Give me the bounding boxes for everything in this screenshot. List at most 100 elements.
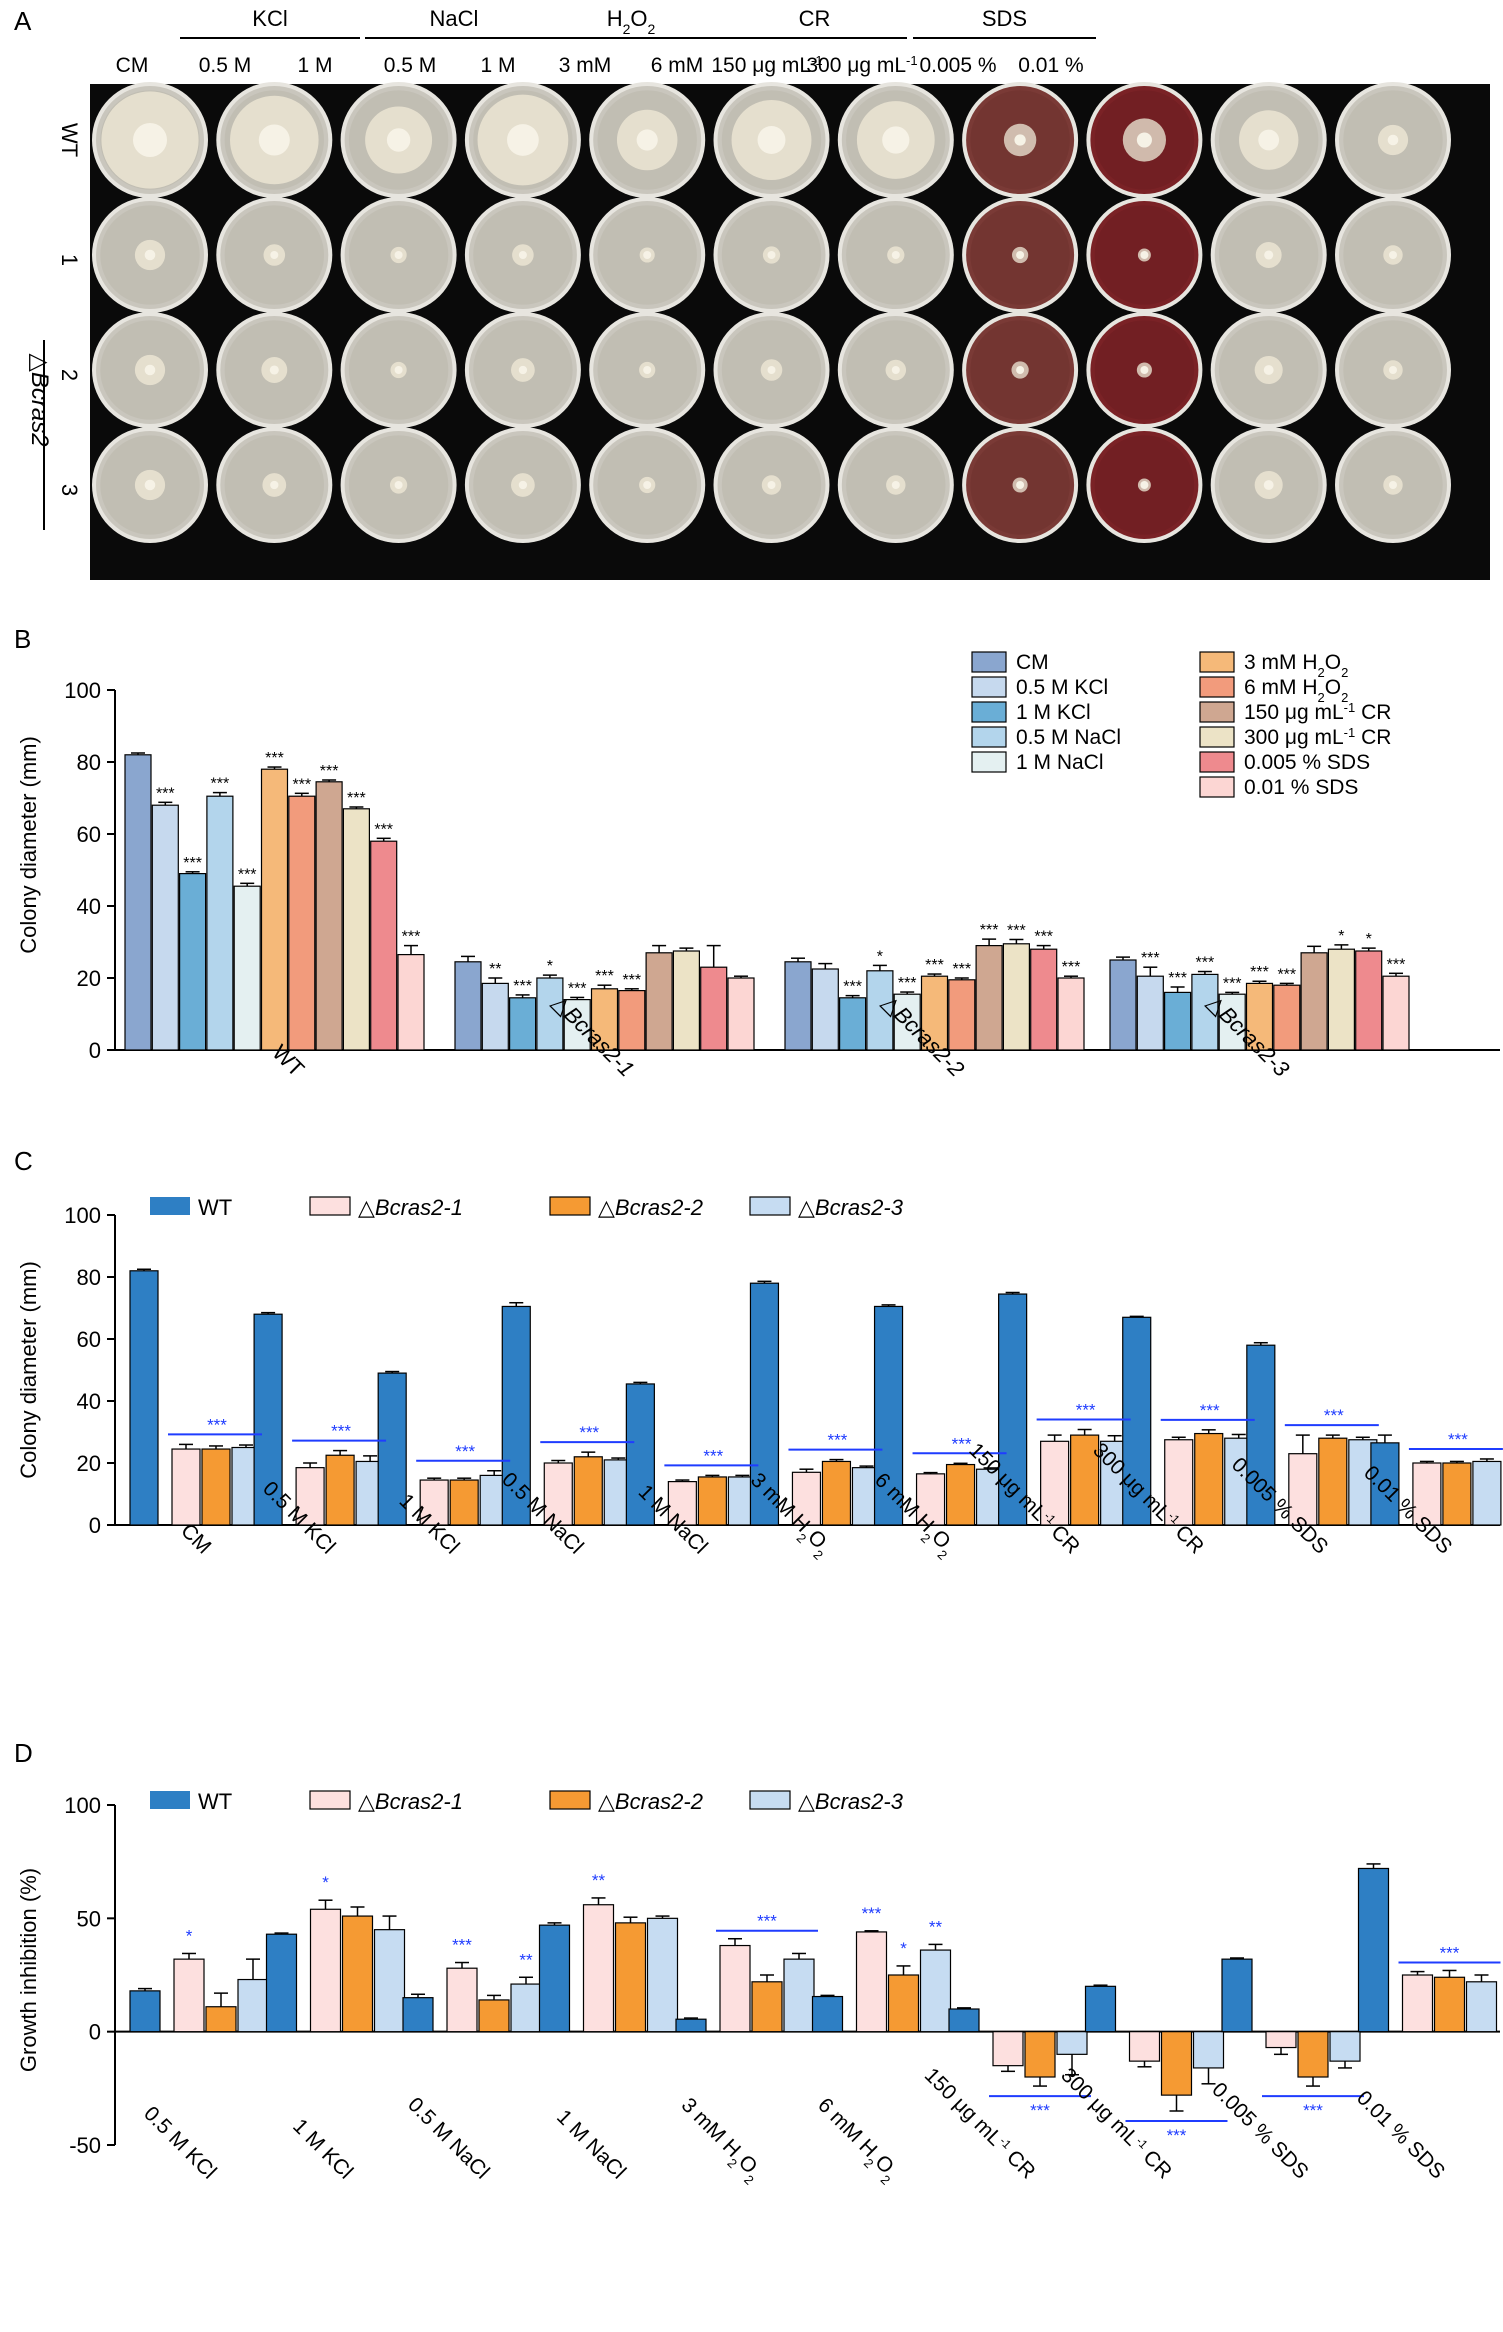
d-bar bbox=[1024, 2031, 1056, 2078]
panel-b-bar bbox=[1057, 977, 1085, 1051]
panel-b-significance: * bbox=[1338, 928, 1344, 945]
panel-b-legend-swatch bbox=[971, 701, 1007, 723]
d-category-label: 0.005 % SDS bbox=[1207, 2078, 1312, 2183]
d-bar bbox=[646, 1917, 679, 2033]
d-bar bbox=[1192, 2031, 1225, 2069]
panel-a-column-label: 0.01 % bbox=[1018, 54, 1083, 77]
panel-b-legend-label: 0.01 % SDS bbox=[1244, 776, 1358, 799]
panel-d-significance: *** bbox=[1303, 2101, 1323, 2120]
panel-b-y-axis-label: Colony diameter (mm) bbox=[16, 736, 41, 954]
c-legend-swatch bbox=[309, 1196, 351, 1216]
c-bar bbox=[697, 1476, 727, 1526]
c-bar bbox=[1164, 1439, 1194, 1526]
d-legend-label: WT bbox=[198, 1789, 232, 1814]
panel-c-significance: *** bbox=[1076, 1401, 1096, 1420]
d-bar bbox=[237, 1978, 269, 2033]
colony-center bbox=[882, 126, 910, 154]
colony-center bbox=[270, 251, 279, 259]
c-y-tick-label: 60 bbox=[77, 1327, 101, 1352]
panel-c-significance: *** bbox=[1324, 1406, 1344, 1425]
d-bar bbox=[919, 1949, 952, 2033]
d-bar bbox=[992, 2031, 1024, 2067]
panel-c-y-axis-label: Colony diameter (mm) bbox=[16, 1261, 41, 1479]
panel-b-bar bbox=[1218, 993, 1246, 1051]
c-legend-swatch bbox=[549, 1196, 591, 1216]
colony-center bbox=[1263, 480, 1274, 490]
panel-b-bar bbox=[1327, 948, 1356, 1051]
panel-a-row-label: 2 bbox=[57, 369, 82, 381]
colony-center bbox=[1140, 481, 1149, 489]
panel-b-legend-label: 1 M KCl bbox=[1016, 701, 1091, 724]
panel-b-significance: *** bbox=[1387, 956, 1406, 973]
colony-center bbox=[1389, 366, 1397, 374]
d-category-label: 0.5 M KCl bbox=[139, 2102, 220, 2183]
colony-center bbox=[643, 481, 652, 489]
colony-center bbox=[270, 480, 279, 490]
panel-b-bar bbox=[784, 961, 812, 1051]
panel-b-significance: *** bbox=[292, 776, 311, 793]
panel-b-significance: *** bbox=[402, 929, 421, 946]
panel-b-bar bbox=[481, 982, 509, 1051]
panel-b-significance: *** bbox=[925, 957, 944, 974]
c-bar bbox=[945, 1463, 976, 1526]
d-legend-swatch bbox=[150, 1791, 190, 1809]
panel-b-significance: *** bbox=[211, 776, 230, 793]
panel-b-bar bbox=[672, 950, 701, 1051]
panel-b-y-tick-label: 80 bbox=[77, 750, 101, 775]
panel-b-significance: *** bbox=[1062, 959, 1081, 976]
d-category-label: 1 M NaCl bbox=[552, 2105, 630, 2183]
panel-b-legend-swatch bbox=[971, 751, 1007, 773]
panel-b-significance: *** bbox=[1250, 964, 1269, 981]
colony-center bbox=[1016, 251, 1025, 259]
panel-a-row-label: 3 bbox=[57, 484, 82, 496]
panel-b-legend-label: 150 μg mL-1 CR bbox=[1244, 700, 1391, 725]
colony-center bbox=[518, 365, 528, 375]
colony-center bbox=[891, 251, 900, 259]
colony-center bbox=[386, 128, 411, 152]
panel-d-y-axis-label: Growth inhibition (%) bbox=[16, 1868, 41, 2072]
panel-b-significance: *** bbox=[980, 922, 999, 939]
colony-center bbox=[144, 479, 156, 491]
panel-a-column-label: 0.5 M bbox=[199, 54, 252, 77]
d-bar bbox=[1084, 1985, 1117, 2033]
panel-b-significance: *** bbox=[898, 975, 917, 992]
panel-a-column-label: 300 μg mL-1 bbox=[806, 53, 917, 78]
d-category-label: 300 μg mL-1 CR bbox=[1056, 2064, 1176, 2184]
panel-a-column-label: 1 M bbox=[480, 54, 515, 77]
d-bar bbox=[719, 1944, 751, 2033]
panel-a-group-label: CR bbox=[799, 6, 831, 31]
panel-d-significance: *** bbox=[757, 1912, 777, 1931]
d-bar bbox=[402, 1997, 434, 2033]
colony-center bbox=[132, 122, 168, 158]
panel-c-significance: *** bbox=[828, 1431, 848, 1450]
panel-b-bar bbox=[151, 804, 179, 1051]
d-bar bbox=[1221, 1958, 1253, 2033]
panel-b-bar bbox=[260, 768, 289, 1051]
panel-b-legend-label: 3 mM H2O2 bbox=[1244, 651, 1348, 680]
panel-b-bar bbox=[618, 989, 646, 1051]
c-bar bbox=[573, 1456, 603, 1526]
c-bar bbox=[1318, 1437, 1348, 1526]
c-legend-label: △Bcras2-1 bbox=[358, 1195, 463, 1220]
d-legend-swatch bbox=[749, 1790, 791, 1810]
d-bar bbox=[309, 1908, 342, 2033]
panel-c-significance: *** bbox=[579, 1423, 599, 1442]
panel-a-column-label: CM bbox=[116, 54, 149, 77]
panel-b-significance: *** bbox=[183, 855, 202, 872]
d-bar bbox=[265, 1933, 298, 2033]
d-bar bbox=[446, 1967, 478, 2033]
d-bar bbox=[1465, 1981, 1498, 2033]
d-bar bbox=[373, 1929, 406, 2033]
panel-b-legend-swatch bbox=[971, 676, 1007, 698]
panel-label-d: D bbox=[14, 1738, 33, 1768]
panel-b-legend-label: CM bbox=[1016, 651, 1049, 674]
panel-b-bar bbox=[1002, 943, 1031, 1051]
c-bar bbox=[625, 1383, 655, 1526]
d-bar bbox=[205, 2006, 237, 2033]
panel-b-significance: *** bbox=[1034, 929, 1053, 946]
panel-b-bar bbox=[1136, 975, 1164, 1051]
panel-label-c: C bbox=[14, 1146, 33, 1176]
panel-d-significance: *** bbox=[1167, 2126, 1187, 2145]
panel-a-group-label: H2O2 bbox=[607, 6, 656, 37]
colony-center bbox=[643, 251, 652, 259]
